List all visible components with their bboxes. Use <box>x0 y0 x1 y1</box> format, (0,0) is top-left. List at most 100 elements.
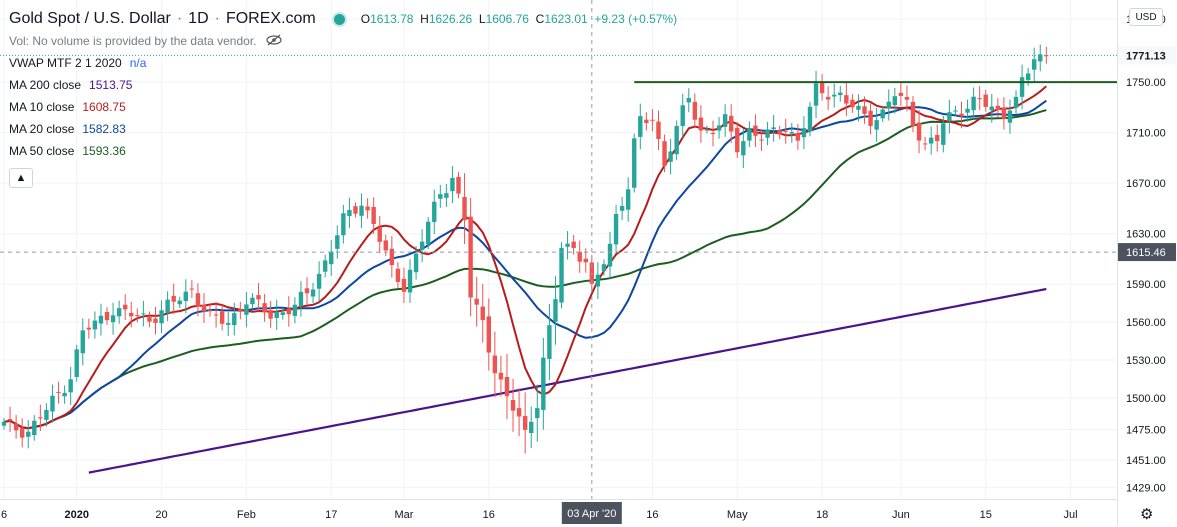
candle-body <box>650 119 655 121</box>
time-tick-label: May <box>727 509 748 521</box>
candle-body <box>686 98 691 103</box>
candle-body <box>159 310 164 324</box>
time-tick-label: 20 <box>155 509 167 521</box>
candle-body <box>874 120 879 130</box>
open-value: 1613.78 <box>370 12 414 26</box>
ma10-polyline <box>3 85 1047 430</box>
candle-body <box>292 304 298 316</box>
indicator-value: 1593.36 <box>82 144 126 158</box>
candle-body <box>668 151 673 162</box>
candle-body <box>98 315 104 324</box>
indicator-name: MA 50 close <box>9 144 75 158</box>
candle-body <box>129 312 134 317</box>
candle-body <box>819 81 825 94</box>
time-tick-label: Jun <box>892 509 910 521</box>
price-tick-label: 1630.00 <box>1126 229 1166 241</box>
candle-body <box>377 227 382 242</box>
candle-body <box>959 113 964 117</box>
separator: · <box>214 10 220 27</box>
candle-body <box>74 349 79 377</box>
candle-body <box>316 273 322 289</box>
indicator-ma10[interactable]: MA 10 close 1608.75 <box>9 96 677 118</box>
candle-body <box>44 409 49 420</box>
candle-body <box>171 295 176 302</box>
candle-body <box>838 92 843 96</box>
candle-body <box>856 105 861 110</box>
candle-body <box>116 308 122 317</box>
candle-body <box>104 311 110 321</box>
close-value: 1623.01 <box>544 12 588 26</box>
price-chart[interactable] <box>0 0 1117 499</box>
candle-body <box>438 194 443 199</box>
indicator-ma50[interactable]: MA 50 close 1593.36 <box>9 140 677 162</box>
ohlc-values: O1613.78 H1626.26 L1606.76 C1623.01 +9.2… <box>360 12 678 26</box>
candle-body <box>892 96 898 106</box>
indicator-value: 1608.75 <box>82 100 126 114</box>
price-tick-label: 1451.00 <box>1126 455 1166 467</box>
candle-body <box>850 99 855 108</box>
price-axis[interactable]: 1800.001750.001710.001670.001630.001590.… <box>1117 0 1177 526</box>
candle-body <box>789 132 794 134</box>
price-tick-label: 1560.00 <box>1126 317 1166 329</box>
candle-body <box>19 428 25 438</box>
candle-body <box>141 313 146 315</box>
candle-body <box>638 116 643 137</box>
indicator-ma200[interactable]: MA 200 close 1513.75 <box>9 74 677 96</box>
candle-body <box>632 138 637 188</box>
overlays <box>0 0 1117 499</box>
price-tick-label: 1530.00 <box>1126 355 1166 367</box>
candle-body <box>177 300 182 305</box>
gear-icon[interactable]: ⚙ <box>1140 506 1154 523</box>
chevron-up-icon[interactable]: ▲ <box>9 168 33 188</box>
candle-body <box>965 108 970 113</box>
candle-body <box>989 106 994 111</box>
candle-body <box>50 395 55 412</box>
candle-body <box>983 94 988 107</box>
candle-body <box>928 137 934 144</box>
symbol-row: Gold Spot / U.S. Dollar · 1D · FOREX.com… <box>9 8 677 30</box>
price-tick-label: 1475.00 <box>1126 425 1166 437</box>
candle-body <box>62 392 67 397</box>
crosshair-date-label: 03 Apr '20 <box>567 508 616 520</box>
eye-off-icon[interactable] <box>266 34 283 49</box>
interval[interactable]: 1D <box>188 10 209 27</box>
ma200-line <box>88 287 1047 474</box>
candle-body <box>662 141 667 166</box>
candle-body <box>201 304 207 312</box>
crosshair-price-box <box>1118 243 1176 262</box>
candle-body <box>625 189 631 210</box>
live-dot-icon <box>331 11 347 27</box>
candle-body <box>213 314 219 316</box>
symbol-name[interactable]: Gold Spot / U.S. Dollar <box>9 10 171 27</box>
candle-body <box>219 311 225 324</box>
candle-body <box>516 408 522 417</box>
candle-body <box>753 125 758 136</box>
candle-body <box>916 122 922 141</box>
price-tick-label: 1429.00 <box>1126 483 1166 495</box>
candle-body <box>644 119 649 124</box>
indicator-vwap[interactable]: VWAP MTF 2 1 2020 n/a <box>9 52 677 74</box>
candle-body <box>904 96 910 100</box>
candle-body <box>1013 96 1019 108</box>
candle-body <box>165 299 170 313</box>
volume-row: Vol: No volume is provided by the data v… <box>9 30 677 52</box>
candle-body <box>771 127 776 130</box>
time-tick-label: 15 <box>980 509 992 521</box>
currency-label[interactable]: USD <box>1129 8 1163 26</box>
candle-body <box>722 114 728 127</box>
candle-body <box>692 101 698 120</box>
high-value: 1626.26 <box>428 12 473 26</box>
exchange: FOREX.com <box>225 10 316 27</box>
indicator-name: MA 10 close <box>9 100 75 114</box>
candle-body <box>371 207 376 225</box>
time-tick-label: 17 <box>325 509 337 521</box>
candle-body <box>571 241 576 248</box>
candle-body <box>341 213 346 236</box>
ma50-polyline <box>3 109 1047 430</box>
candle-body <box>656 121 661 139</box>
indicator-ma20[interactable]: MA 20 close 1582.83 <box>9 118 677 140</box>
candle-body <box>68 379 73 393</box>
candle-body <box>365 206 370 211</box>
candle-body <box>256 295 261 300</box>
